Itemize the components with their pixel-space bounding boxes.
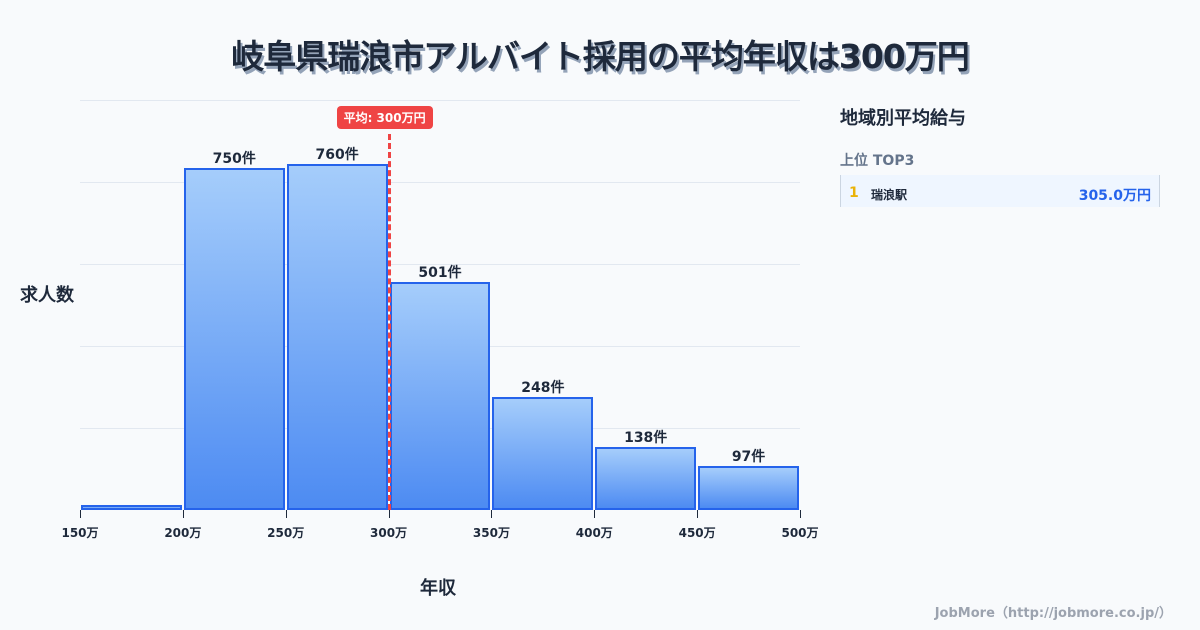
x-tick xyxy=(800,510,801,518)
x-tick-label: 400万 xyxy=(575,526,613,540)
x-tick-label: 150万 xyxy=(61,526,99,540)
x-tick xyxy=(388,510,390,518)
gridline xyxy=(80,182,800,183)
bar-value-label: 750件 xyxy=(212,151,256,168)
histogram-bar xyxy=(286,163,388,510)
x-tick xyxy=(182,510,184,518)
x-tick-label: 250万 xyxy=(267,526,305,540)
bar-value-label: 97件 xyxy=(731,448,766,465)
x-tick-label: 450万 xyxy=(678,526,716,540)
page-title: 岐阜県瑞浪市アルバイト採用の平均年収は300万円 xyxy=(231,37,970,76)
average-badge: 平均: 300万円 xyxy=(336,106,433,129)
x-tick xyxy=(594,510,596,518)
gridline xyxy=(80,264,800,265)
x-axis-label: 年収 xyxy=(420,578,456,599)
footer-credit: JobMore（http://jobmore.co.jp/） xyxy=(934,606,1172,621)
histogram-plot: 750件 760件 501件 248件 138件 97件 平均: 300万円 xyxy=(80,100,800,510)
histogram-bar xyxy=(81,505,182,510)
rank-salary-value: 305.0万円 xyxy=(1078,188,1151,204)
rank-number: 1 xyxy=(849,185,859,201)
x-tick xyxy=(285,510,287,518)
x-tick-label: 300万 xyxy=(370,526,408,540)
bar-value-label: 248件 xyxy=(521,380,565,397)
bar-value-label: 501件 xyxy=(418,264,462,281)
x-tick xyxy=(80,510,81,518)
x-tick xyxy=(491,510,493,518)
histogram-bar xyxy=(389,281,491,510)
histogram-bar xyxy=(492,397,594,510)
x-tick-label: 350万 xyxy=(472,526,510,540)
x-tick-label: 200万 xyxy=(164,526,202,540)
histogram-bar xyxy=(595,447,697,510)
x-tick-label: 500万 xyxy=(781,526,819,540)
x-tick xyxy=(697,510,699,518)
gridline xyxy=(80,100,800,101)
x-axis: 150万 200万 250万 300万 350万 400万 450万 500万 xyxy=(61,510,819,540)
histogram-bar xyxy=(183,168,285,510)
y-axis-label: 求人数 xyxy=(20,285,74,306)
bar-value-label: 138件 xyxy=(624,430,668,447)
top3-subtitle: 上位 TOP3 xyxy=(840,153,915,169)
average-line xyxy=(387,134,391,510)
regional-salary-title: 地域別平均給与 xyxy=(840,108,966,129)
rank-row: 1 瑞浪駅 305.0万円 xyxy=(840,175,1160,207)
rank-station-name: 瑞浪駅 xyxy=(871,188,908,202)
bar-value-label: 760件 xyxy=(315,146,359,163)
histogram-bar xyxy=(698,465,799,510)
